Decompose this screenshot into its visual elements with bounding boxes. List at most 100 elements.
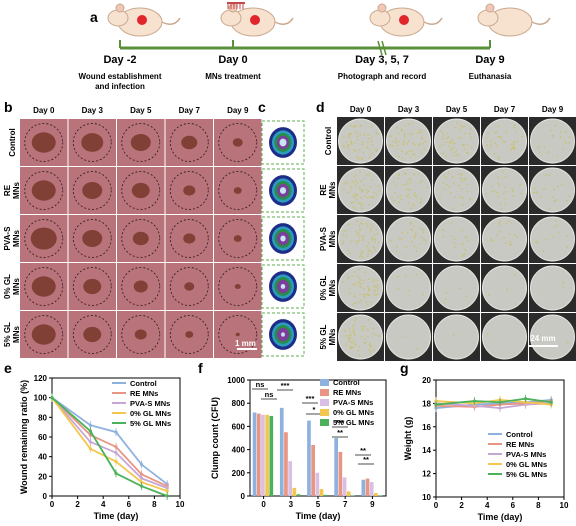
trace-frame <box>261 216 305 261</box>
colony-dot <box>356 281 359 284</box>
colony-dot <box>376 283 379 286</box>
colony-dot <box>355 301 357 304</box>
colony-dot <box>510 148 512 151</box>
wound-photo <box>20 167 68 214</box>
group-label-line: MNs <box>328 328 337 345</box>
colony-dot <box>460 173 462 176</box>
mouse-tail <box>161 17 181 25</box>
colony-dot <box>389 144 391 146</box>
colony-dot <box>362 184 365 187</box>
colony-dot <box>505 175 507 178</box>
colony-dot <box>453 154 456 157</box>
bar <box>252 412 257 496</box>
colony-dot <box>466 143 469 146</box>
colony-dot <box>512 195 515 197</box>
agar-plate <box>433 117 480 165</box>
wound-area <box>181 135 198 150</box>
agar-plate <box>337 215 384 263</box>
colony-dot <box>364 293 367 296</box>
data-point <box>50 396 54 400</box>
wound-outline-circle <box>72 171 112 210</box>
panel-b-day-label: Day 3 <box>82 106 104 115</box>
colony-dot <box>367 252 370 255</box>
colony-dot <box>459 124 462 127</box>
wound-area <box>134 329 147 340</box>
colony-dot <box>354 131 357 134</box>
colony-dot <box>404 335 407 338</box>
colony-dot <box>359 133 362 136</box>
colony-dot <box>370 345 373 348</box>
colony-dot <box>406 188 409 191</box>
wound-outline-circle <box>218 219 258 258</box>
colony-dot <box>369 153 371 156</box>
colony-dot <box>466 239 469 242</box>
x-tick-label: 4 <box>485 501 490 510</box>
colony-dot <box>396 250 398 253</box>
x-tick-label: 7 <box>343 500 348 509</box>
colony-dot <box>445 176 448 179</box>
data-point <box>498 400 502 404</box>
mouse-head <box>369 9 391 27</box>
colony-dot <box>553 188 556 191</box>
colony-dot <box>372 289 375 292</box>
colony-dot <box>413 204 416 207</box>
colony-dot <box>498 157 500 160</box>
colony-dot <box>415 246 418 249</box>
colony-dot <box>353 196 356 199</box>
trace-frame <box>261 168 305 213</box>
panel-b-group-label: REMNs <box>3 182 21 199</box>
colony-dot <box>366 192 369 195</box>
wound-area <box>185 331 194 338</box>
wound-trace <box>261 216 305 261</box>
agar-plate <box>433 264 480 312</box>
colony-dot <box>357 239 360 241</box>
colony-dot <box>345 234 348 237</box>
colony-dot <box>366 255 369 258</box>
data-point <box>498 406 502 410</box>
colony-dot <box>448 141 451 144</box>
colony-dot <box>359 171 362 174</box>
colony-dot <box>502 193 505 195</box>
colony-dot <box>411 122 414 125</box>
legend-label: 0% GL MNs <box>506 460 547 469</box>
colony-dot <box>469 198 472 201</box>
colony-dot <box>462 204 464 207</box>
colony-dot <box>361 237 364 240</box>
colony-dot <box>361 239 364 242</box>
colony-dot <box>486 144 489 147</box>
colony-dot <box>367 197 369 199</box>
colony-dot <box>375 285 378 288</box>
wound-spot <box>250 15 260 25</box>
colony-dot <box>447 172 450 175</box>
legend-label: RE MNs <box>333 388 361 397</box>
colony-dot <box>352 182 355 185</box>
panel-b-group-label: 5% GLMNs <box>3 322 21 347</box>
colony-dot <box>416 132 419 134</box>
colony-dot <box>345 334 347 337</box>
colony-dot <box>419 227 422 229</box>
wound-outline-circle <box>169 267 209 306</box>
wound-outline-circle <box>169 123 209 162</box>
y-tick-label: 40 <box>38 453 47 462</box>
colony-dot <box>442 152 445 155</box>
colony-dot <box>406 231 409 234</box>
colony-dot <box>348 334 350 337</box>
colony-dot <box>457 155 460 157</box>
panel-label-c: c <box>258 99 266 115</box>
colony-dot <box>419 201 421 204</box>
colony-dot <box>413 191 416 194</box>
colony-dot <box>514 148 516 151</box>
x-tick-label: 3 <box>289 500 294 509</box>
colony-dot <box>564 142 567 145</box>
colony-dot <box>393 191 396 194</box>
data-point <box>165 494 169 498</box>
colony-dot <box>464 248 466 251</box>
data-point <box>165 489 169 493</box>
colony-dot <box>513 234 516 237</box>
colony-dot <box>439 196 441 199</box>
colony-dot <box>360 188 363 191</box>
colony-dot <box>438 145 441 148</box>
colony-dot <box>505 288 508 291</box>
colony-dot <box>369 185 372 188</box>
